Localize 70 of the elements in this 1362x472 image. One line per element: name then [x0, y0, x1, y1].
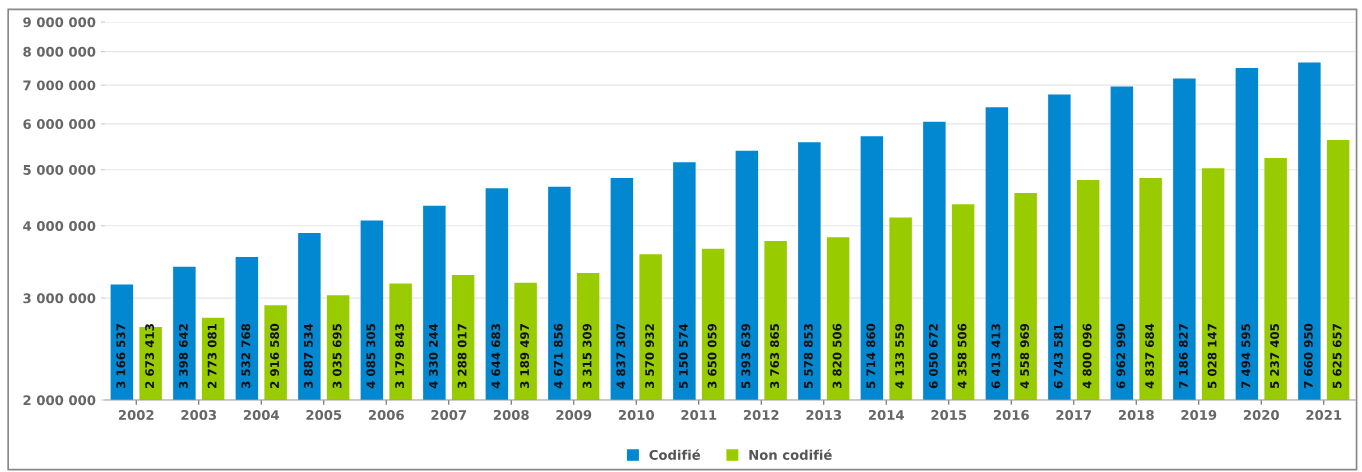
legend-label: Non codifié: [749, 449, 832, 460]
x-tick-label: 2005: [306, 409, 342, 420]
data-label: 3 166 537: [116, 324, 126, 389]
data-label: 2 673 413: [145, 324, 155, 388]
data-label: 4 085 305: [366, 323, 376, 389]
data-label: 4 358 506: [957, 323, 967, 389]
data-label: 6 743 581: [1053, 323, 1063, 389]
x-tick-label: 2012: [743, 409, 779, 420]
x-tick-label: 2013: [806, 409, 842, 420]
data-label: 5 625 657: [1332, 324, 1342, 388]
data-label: 7 186 827: [1178, 324, 1188, 389]
y-tick-label: 6 000 000: [23, 119, 96, 130]
data-label: 3 179 843: [395, 324, 405, 389]
x-tick-label: 2010: [618, 409, 654, 420]
data-label: 3 570 932: [645, 324, 655, 389]
x-tick-label: 2015: [931, 409, 967, 420]
y-tick-label: 2 000 000: [23, 395, 96, 406]
data-label: 6 050 672: [928, 324, 938, 389]
data-label: 3 035 695: [332, 323, 342, 389]
x-tick-label: 2002: [118, 409, 154, 420]
data-label: 3 315 309: [582, 323, 592, 389]
data-label: 4 671 856: [553, 323, 563, 389]
x-tick-label: 2020: [1243, 409, 1279, 420]
data-label: 5 237 405: [1270, 323, 1280, 388]
data-label: 4 133 559: [895, 323, 905, 389]
y-tick-label: 8 000 000: [23, 46, 96, 57]
data-label: 3 820 506: [832, 323, 842, 389]
data-label: 3 288 017: [457, 324, 467, 389]
y-tick-label: 9 000 000: [23, 17, 96, 28]
data-label: 3 763 865: [770, 323, 780, 389]
x-tick-label: 2004: [243, 409, 280, 420]
x-tick-label: 2018: [1118, 409, 1154, 420]
data-label: 4 800 096: [1082, 323, 1092, 389]
data-label: 4 330 244: [428, 323, 438, 389]
x-tick-label: 2006: [368, 409, 404, 420]
x-tick-label: 2019: [1181, 409, 1217, 420]
data-label: 3 532 768: [241, 323, 251, 389]
x-tick-label: 2014: [868, 409, 905, 420]
x-tick-label: 2016: [993, 409, 1029, 420]
data-label: 5 150 574: [678, 323, 688, 388]
y-tick-label: 5 000 000: [23, 164, 96, 175]
data-label: 7 494 595: [1241, 323, 1251, 389]
data-label: 5 393 639: [741, 323, 751, 388]
y-tick-label: 4 000 000: [23, 221, 96, 231]
x-tick-label: 2007: [431, 409, 467, 420]
data-label: 5 578 853: [803, 324, 813, 388]
data-label: 6 413 413: [991, 324, 1001, 389]
data-label: 4 837 307: [616, 324, 626, 389]
data-label: 5 028 147: [1207, 324, 1217, 388]
x-tick-label: 2017: [1056, 409, 1092, 420]
data-label: 3 650 059: [707, 323, 717, 389]
legend-label: Codifié: [649, 449, 701, 460]
data-label: 7 660 950: [1303, 323, 1313, 389]
x-tick-label: 2008: [493, 409, 529, 420]
data-label: 3 189 497: [520, 324, 530, 389]
data-label: 5 714 860: [866, 323, 876, 388]
data-label: 3 398 642: [178, 324, 188, 389]
data-label: 4 558 969: [1020, 323, 1030, 389]
data-label: 4 644 683: [491, 324, 501, 389]
y-tick-label: 3 000 000: [23, 293, 96, 304]
data-label: 3 887 534: [303, 323, 313, 389]
data-label: 4 837 684: [1145, 323, 1155, 389]
data-label: 6 962 990: [1116, 323, 1126, 389]
data-label: 2 916 580: [270, 323, 280, 388]
x-tick-label: 2003: [181, 409, 217, 420]
x-tick-label: 2021: [1306, 409, 1342, 420]
y-tick-label: 7 000 000: [23, 80, 96, 91]
x-tick-label: 2009: [556, 409, 592, 420]
data-label: 2 773 081: [207, 323, 217, 388]
x-tick-label: 2011: [681, 409, 717, 420]
